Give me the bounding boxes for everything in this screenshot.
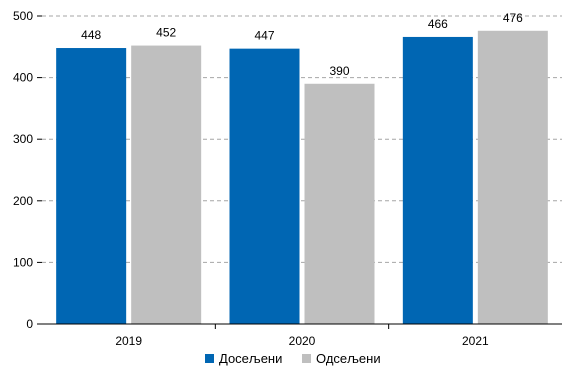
legend-label: Досељени: [219, 351, 282, 366]
y-tick-label: 300: [13, 132, 33, 146]
y-axis-ticks: 0 100 200 300 400 500: [13, 9, 42, 331]
gridlines: [42, 15, 562, 263]
legend-swatch: [302, 354, 311, 363]
y-tick-label: 100: [13, 255, 33, 269]
data-labels: 448 452 447 390 466 476: [81, 11, 523, 78]
x-tick-label: 2019: [115, 334, 142, 348]
legend-label: Одсељени: [316, 351, 381, 366]
x-tick-label: 2020: [289, 334, 316, 348]
data-label: 448: [81, 28, 101, 42]
data-label: 466: [428, 17, 448, 31]
bar: [229, 48, 300, 324]
bar: [402, 36, 473, 324]
bar: [477, 30, 548, 325]
y-tick-label: 0: [26, 317, 33, 331]
y-tick-label: 200: [13, 194, 33, 208]
bar: [131, 45, 202, 325]
bar: [304, 83, 375, 324]
legend-swatch: [205, 354, 214, 363]
y-tick-label: 500: [13, 9, 33, 23]
legend: Досељени Одсељени: [205, 351, 381, 366]
x-axis-ticks: 2019 2020 2021: [115, 324, 489, 348]
bar: [56, 48, 127, 324]
x-tick-label: 2021: [462, 334, 489, 348]
bars: [56, 30, 548, 325]
y-tick-label: 400: [13, 71, 33, 85]
data-label: 452: [156, 26, 176, 40]
data-label: 476: [503, 11, 523, 25]
data-label: 390: [329, 64, 349, 78]
data-label: 447: [254, 29, 274, 43]
